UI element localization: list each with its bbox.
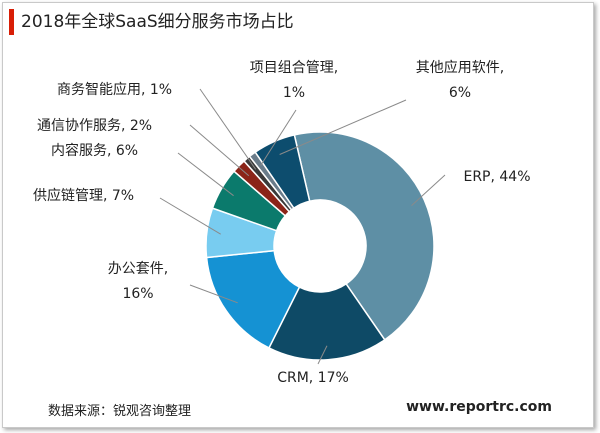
leader-line-2 (317, 345, 328, 365)
leader-line-9 (279, 99, 407, 155)
slice-label-9: 其他应用软件, 6% (416, 59, 504, 101)
leader-line-7 (199, 88, 257, 170)
slice-label-5: 内容服务, 6% (51, 142, 138, 159)
leader-line-4 (159, 197, 221, 235)
slice-label-6: 通信协作服务, 2% (37, 118, 152, 134)
data-source-note: 数据来源：锐观咨询整理 (48, 404, 192, 419)
slice-label-7: 商务智能应用, 1% (57, 81, 172, 98)
slice-label-3: 办公套件, 16% (108, 261, 168, 302)
leader-line-8 (260, 109, 297, 166)
leader-line-6 (189, 124, 250, 177)
leader-line-3 (189, 284, 238, 304)
slice-label-4: 供应链管理, 7% (33, 187, 134, 204)
leader-lines (159, 88, 446, 365)
slice-labels: ERP, 44% CRM, 17% 办公套件, 16% 供应链管理, 7% 内容服务, 6… (33, 59, 531, 386)
chart-title: 2018年全球SaaS细分服务市场占比 (21, 12, 294, 32)
leader-line-1 (411, 174, 446, 207)
donut-hole (274, 200, 366, 292)
slice-label-2: CRM, 17% (277, 370, 349, 386)
slice-label-8: 项目组合管理, 1% (250, 60, 338, 101)
slice-label-1: ERP, 44% (463, 169, 530, 185)
title-accent-bar (9, 9, 14, 35)
leader-line-5 (177, 152, 234, 197)
website-url: www.reportrc.com (406, 399, 552, 415)
donut-slices (205, 131, 435, 361)
